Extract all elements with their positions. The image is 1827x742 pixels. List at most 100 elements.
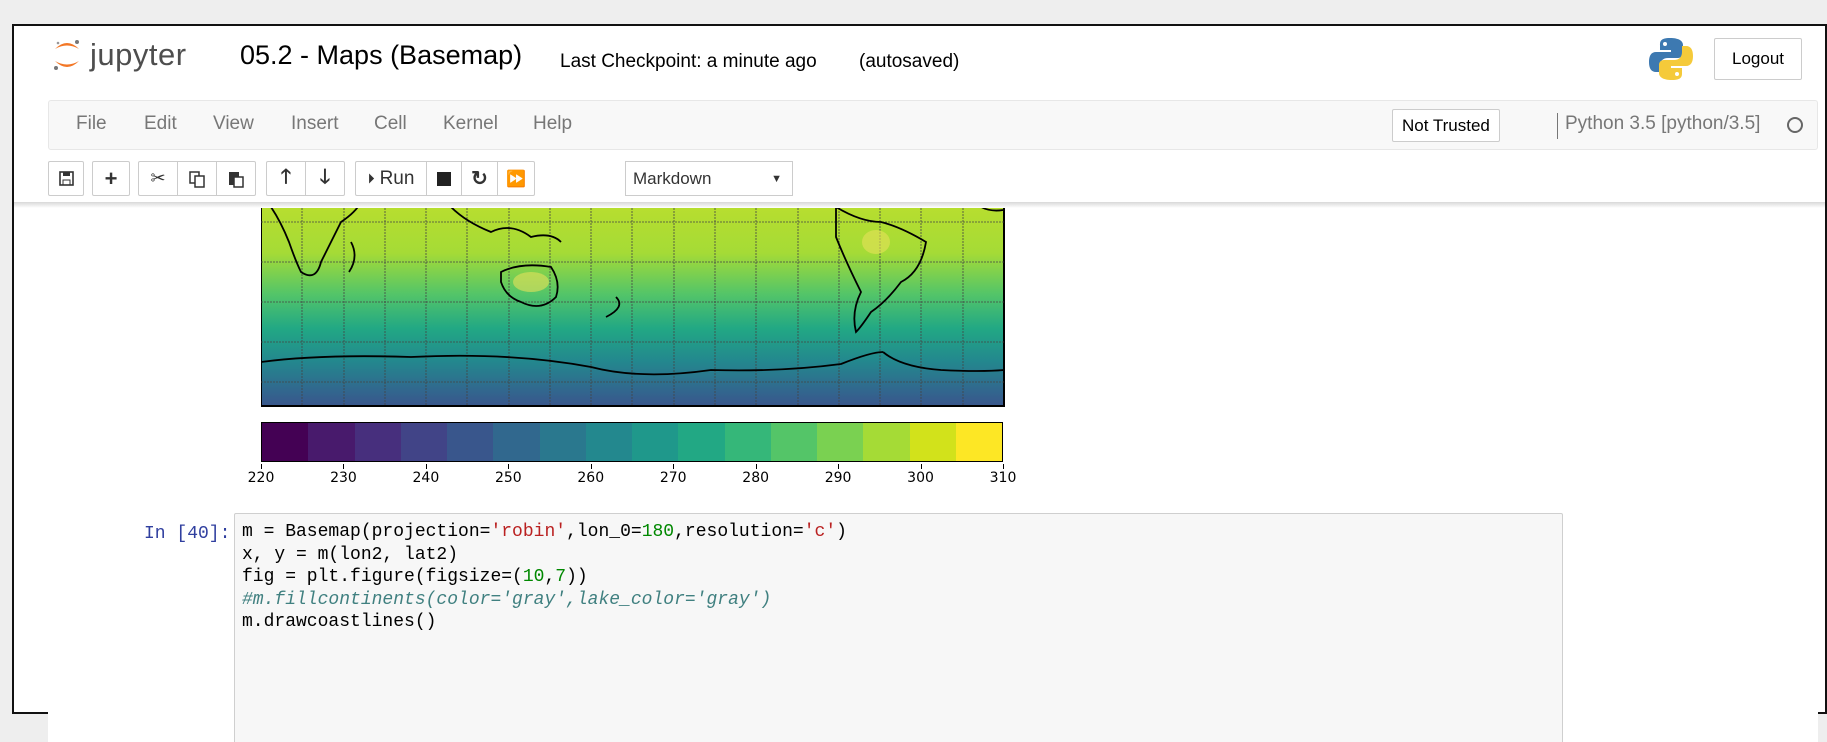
colorbar-tick-label: 280	[742, 470, 770, 486]
code-token: ,	[544, 567, 556, 588]
notebook-title[interactable]: 05.2 - Maps (Basemap)	[240, 40, 523, 70]
colorbar-tick	[508, 464, 510, 469]
colorbar-swatch	[400, 423, 447, 461]
colorbar-swatch	[817, 423, 864, 461]
notebook-header: jupyter 05.2 - Maps (Basemap) Last Check…	[14, 26, 1825, 100]
code-token: ,resolution=	[674, 522, 804, 542]
colorbar-swatch	[909, 423, 956, 461]
colorbar-tick-label: 240	[412, 470, 440, 486]
jupyter-logo-icon	[54, 40, 79, 70]
restart-run-all-button[interactable]: ⏩	[497, 161, 535, 196]
menu-help[interactable]: Help	[533, 113, 573, 134]
code-line: m = Basemap(projection='robin',lon_0=180…	[242, 521, 1562, 544]
colorbar-tick	[673, 464, 675, 469]
paste-icon	[229, 171, 244, 188]
colorbar-swatch	[724, 423, 771, 461]
colorbar-tick-label: 310	[989, 470, 1017, 486]
colorbar-swatch	[447, 423, 494, 461]
colorbar-tick	[343, 464, 345, 469]
not-trusted-button[interactable]: Not Trusted	[1392, 109, 1500, 142]
save-icon	[58, 171, 74, 186]
colorbar-tick-label: 220	[247, 470, 275, 486]
colorbar-tick	[425, 464, 427, 469]
colorbar-tick-label: 250	[494, 470, 522, 486]
jupyter-logo-text: jupyter	[90, 37, 187, 72]
cut-button[interactable]: ✂	[138, 161, 178, 196]
input-prompt: In [40]:	[144, 524, 231, 544]
kernel-name[interactable]: Python 3.5 [python/3.5]	[1565, 113, 1761, 134]
paste-button[interactable]	[216, 161, 256, 196]
colorbar-tick-label: 300	[907, 470, 934, 486]
restart-kernel-button[interactable]: ↻	[461, 161, 498, 196]
kernel-separator	[1557, 113, 1558, 139]
menu-insert[interactable]: Insert	[291, 113, 339, 134]
code-token: 180	[641, 522, 675, 542]
code-token: ))	[566, 567, 588, 588]
colorbar-swatch	[678, 423, 725, 461]
kernel-idle-indicator-icon	[1787, 117, 1803, 133]
code-token: 'robin'	[490, 522, 567, 542]
jupyter-logo[interactable]: jupyter	[52, 37, 187, 73]
code-token: m = Basemap(projection=	[242, 522, 491, 542]
toolbar-shadow	[14, 202, 1825, 208]
arrow-down-icon: 🡓	[319, 165, 331, 188]
menu-file[interactable]: File	[76, 113, 107, 134]
autosave-status: (autosaved)	[859, 51, 960, 72]
code-line: m.drawcoastlines()	[242, 612, 437, 633]
colorbar-swatch	[770, 423, 817, 461]
code-line: fig = plt.figure(figsize=(10,7))	[242, 566, 1562, 589]
colorbar-tick-label: 270	[659, 470, 687, 486]
colorbar-tick	[755, 464, 757, 469]
menubar: File Edit View Insert Cell Kernel Help N…	[48, 100, 1818, 150]
notebook-window: jupyter 05.2 - Maps (Basemap) Last Check…	[12, 24, 1827, 742]
cell-type-select[interactable]: Markdown ▼	[625, 161, 793, 196]
code-token: ,lon_0=	[566, 522, 642, 542]
colorbar-swatch	[308, 423, 355, 461]
menu-view[interactable]: View	[213, 113, 254, 134]
colorbar-swatch	[632, 423, 679, 461]
move-up-button[interactable]: 🡑	[266, 161, 306, 196]
code-line-comment: #m.fillcontinents(color='gray',lake_colo…	[242, 589, 772, 610]
colorbar-tick-label: 290	[824, 470, 852, 486]
python-logo-icon	[1649, 38, 1693, 80]
code-token: 'c'	[803, 522, 837, 542]
code-token: )	[836, 522, 847, 542]
colorbar-swatch	[539, 423, 586, 461]
copy-button[interactable]	[177, 161, 217, 196]
code-token: 7	[555, 567, 567, 588]
basemap-output-plot	[261, 202, 1005, 407]
notebook-container: 220 230 240 250 260 270 280 290 300 310 In [40]: …	[48, 202, 1818, 742]
plus-icon: +	[104, 165, 118, 191]
colorbar-tick-label: 260	[577, 470, 605, 486]
code-token: fig = plt.figure(figsize=(	[242, 567, 523, 588]
save-button[interactable]	[48, 161, 84, 196]
colorbar-tick	[920, 464, 922, 469]
stop-icon	[437, 171, 451, 186]
colorbar-swatch	[585, 423, 632, 461]
code-token: 10	[522, 567, 545, 588]
toolbar: + ✂ 🡑 🡓 ⏵ Run ↻ ⏩	[14, 152, 1825, 202]
colorbar-swatch	[955, 423, 1002, 461]
colorbar-tick	[261, 464, 262, 469]
code-line: x, y = m(lon2, lat2)	[242, 544, 459, 565]
interrupt-button[interactable]	[426, 161, 462, 196]
colorbar-tick	[838, 464, 840, 469]
menu-kernel[interactable]: Kernel	[443, 113, 498, 134]
move-down-button[interactable]: 🡓	[305, 161, 345, 196]
colorbar-tick	[1003, 464, 1004, 469]
run-button[interactable]: ⏵ Run	[355, 161, 427, 196]
menu-edit[interactable]: Edit	[144, 113, 177, 134]
colorbar-swatch	[493, 423, 540, 461]
colorbar-swatch	[863, 423, 910, 461]
code-cell-editor[interactable]: m = Basemap(projection='robin',lon_0=180…	[234, 513, 1563, 742]
insert-cell-button[interactable]: +	[92, 161, 130, 196]
run-icon: ⏵	[367, 170, 375, 186]
colorbar-swatch	[262, 423, 309, 461]
restart-icon: ↻	[471, 168, 488, 190]
fast-forward-icon: ⏩	[506, 170, 526, 188]
menu-cell[interactable]: Cell	[374, 113, 407, 134]
arrow-up-icon: 🡑	[280, 165, 292, 188]
logout-button[interactable]: Logout	[1714, 38, 1802, 80]
copy-icon	[189, 170, 205, 188]
colorbar-tick-label: 230	[330, 470, 357, 486]
